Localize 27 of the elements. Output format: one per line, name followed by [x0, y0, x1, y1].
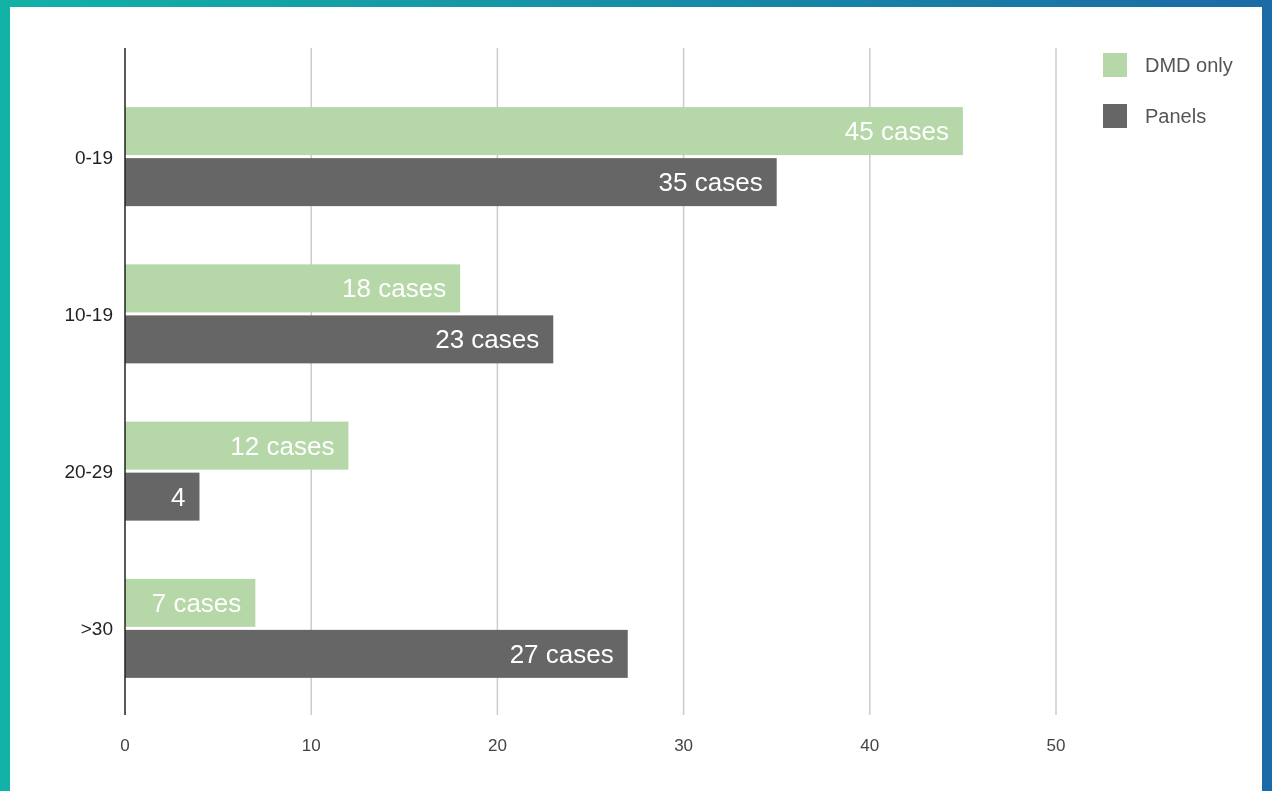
data-label: 35 cases — [658, 167, 763, 198]
bar — [125, 107, 963, 156]
legend-label: DMD only — [1145, 54, 1233, 76]
y-tick-label: >30 — [80, 618, 113, 640]
data-label: 7 cases — [151, 587, 242, 618]
data-label: 4 — [171, 481, 186, 512]
data-label: 12 cases — [230, 430, 335, 461]
y-tick-label: 10-19 — [64, 303, 113, 325]
data-label: 23 cases — [435, 324, 540, 355]
bar — [125, 421, 349, 470]
bar — [125, 158, 777, 207]
data-label: 45 cases — [844, 116, 949, 147]
x-tick-label: 40 — [860, 736, 880, 755]
bar — [125, 264, 461, 313]
x-tick-label: 50 — [1046, 736, 1066, 755]
y-tick-label: 0-19 — [74, 146, 113, 168]
y-tick-label: 20-29 — [64, 461, 113, 483]
x-tick-label: 10 — [301, 736, 321, 755]
bar — [125, 629, 628, 678]
x-tick-label: 30 — [674, 736, 694, 755]
data-label: 27 cases — [509, 638, 614, 669]
bar — [125, 472, 200, 521]
legend-label: Panels — [1145, 105, 1207, 127]
data-label: 18 cases — [342, 273, 447, 304]
x-tick-label: 20 — [487, 736, 507, 755]
bar — [125, 315, 554, 364]
x-tick-label: 0 — [120, 736, 130, 755]
